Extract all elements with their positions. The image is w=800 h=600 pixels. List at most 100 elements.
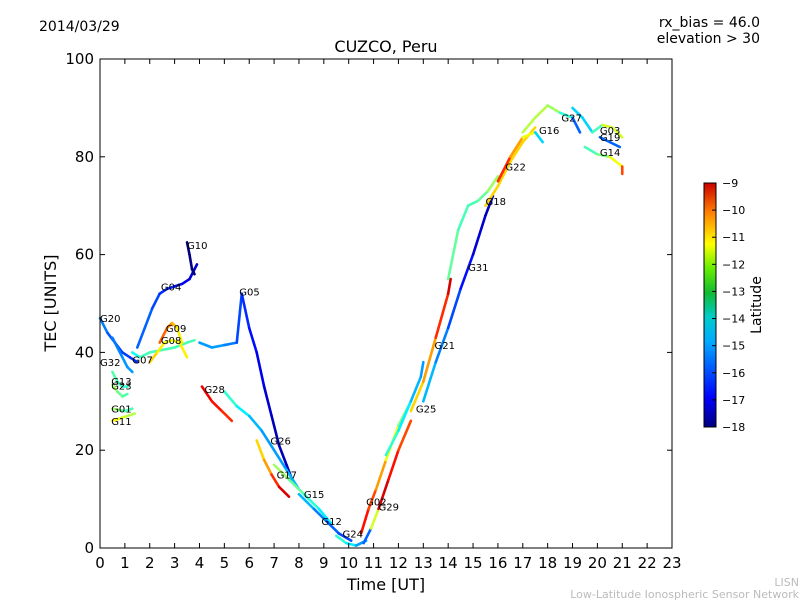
satellite-label-g02: G02 xyxy=(366,498,386,509)
series-segment-g27-0 xyxy=(521,116,537,134)
series-segment-g20-0 xyxy=(98,316,109,335)
x-tick-label: 8 xyxy=(294,554,304,572)
colorbar-tick-label: −17 xyxy=(722,394,745,407)
series-segment-g05-7 xyxy=(262,385,273,418)
footer-line2: Low-Latitude Ionospheric Sensor Network xyxy=(570,588,799,600)
satellite-label-g17: G17 xyxy=(277,471,297,482)
footer-line1: LISN xyxy=(774,576,799,589)
series-segment-g31-3 xyxy=(459,253,475,291)
series-segment-g14-1 xyxy=(596,153,612,159)
colorbar-tick-label: −18 xyxy=(722,421,745,434)
series-segment-g18-3 xyxy=(476,189,490,203)
x-tick-label: 0 xyxy=(95,554,105,572)
series-segment-g24-1 xyxy=(344,541,358,547)
y-tick-label: 80 xyxy=(75,148,94,166)
series-segment-g18-2 xyxy=(466,199,480,207)
satellite-label-g22: G22 xyxy=(505,163,525,174)
series-segment-g26-2 xyxy=(247,414,263,432)
series-segment-g27-3 xyxy=(558,111,574,119)
x-tick-label: 4 xyxy=(195,554,205,572)
x-axis-label: Time [UT] xyxy=(346,575,425,594)
series-segment-g26-0 xyxy=(223,390,239,408)
series-segment-g29-3 xyxy=(387,448,400,481)
series-segment-g03-4 xyxy=(611,126,624,139)
series-segment-g07-5 xyxy=(185,338,196,344)
satellite-label-g31: G31 xyxy=(468,263,488,274)
satellite-label-g32: G32 xyxy=(100,358,120,369)
series-segment-g21-3 xyxy=(446,277,452,296)
y-tick-label: 20 xyxy=(75,441,94,459)
series-segment-g27-4 xyxy=(571,116,582,134)
x-tick-label: 9 xyxy=(319,554,329,572)
satellite-label-g10: G10 xyxy=(187,241,207,252)
x-tick-label: 6 xyxy=(244,554,254,572)
colorbar-tick-label: −10 xyxy=(722,204,745,217)
y-tick-label: 0 xyxy=(84,539,94,557)
series-segment-g17-1 xyxy=(262,458,273,476)
x-tick-label: 12 xyxy=(389,554,408,572)
series-segment-g05-0 xyxy=(198,341,214,349)
satellite-label-g24: G24 xyxy=(342,529,362,540)
series-segment-g20-3 xyxy=(121,351,132,359)
satellite-label-g21: G21 xyxy=(434,341,454,352)
series-segment-g05-2 xyxy=(223,341,239,347)
series-segment-g29-0 xyxy=(362,527,373,545)
x-tick-label: 14 xyxy=(439,554,458,572)
rx-bias-label: rx_bias = 46.0 xyxy=(659,15,760,31)
series-segment-g25-1 xyxy=(397,399,413,432)
series-segment-g18-0 xyxy=(446,228,460,281)
series-segment-g24-0 xyxy=(334,534,348,545)
series-segment-g31-1 xyxy=(434,326,450,364)
satellite-label-g26: G26 xyxy=(270,436,290,447)
series-segment-g25-0 xyxy=(384,429,400,457)
series-segment-g15-1 xyxy=(287,478,306,496)
series-segment-g08-0 xyxy=(148,351,159,364)
x-tick-label: 17 xyxy=(513,554,532,572)
colorbar xyxy=(703,182,717,428)
series-segment-g03-1 xyxy=(581,116,594,134)
x-tick-label: 20 xyxy=(588,554,607,572)
satellite-label-g20: G20 xyxy=(100,314,120,325)
y-tick-label: 60 xyxy=(75,246,94,264)
series-segment-g12-1 xyxy=(312,507,328,523)
series-segment-g10-1 xyxy=(188,253,194,271)
series-segment-g17-3 xyxy=(277,485,291,498)
x-tick-label: 10 xyxy=(339,554,358,572)
y-tick-label: 100 xyxy=(65,50,94,68)
series-segment-g04-1 xyxy=(143,307,154,330)
series-segment-g05-6 xyxy=(255,351,266,388)
series-segment-g32-0 xyxy=(111,336,119,349)
series-segment-g05-3 xyxy=(235,292,244,344)
series-segment-g05-5 xyxy=(247,326,258,354)
series-segment-g26-4 xyxy=(272,448,288,472)
series-segment-g27-1 xyxy=(533,104,549,119)
data-marks xyxy=(98,104,624,547)
series-segment-g05-9 xyxy=(277,444,288,467)
series-segment-g08-3 xyxy=(170,338,181,344)
series-segment-g27-2 xyxy=(546,104,562,115)
series-segment-g02-2 xyxy=(374,458,388,491)
series-segment-g09-0 xyxy=(158,326,169,344)
series-segment-g19-1 xyxy=(608,140,622,149)
satellite-label-g27: G27 xyxy=(561,114,581,125)
series-segment-g18-1 xyxy=(456,204,470,232)
satellite-label-g05: G05 xyxy=(239,287,259,298)
series-segment-g05-8 xyxy=(270,414,281,447)
series-segment-g32-3 xyxy=(126,365,134,374)
colorbar-tick-label: −11 xyxy=(722,231,745,244)
series-segment-g17-0 xyxy=(255,439,266,462)
colorbar-tick-label: −12 xyxy=(722,258,745,271)
x-tick-label: 13 xyxy=(414,554,433,572)
x-tick-label: 23 xyxy=(662,554,681,572)
series-segment-g15-0 xyxy=(272,463,291,481)
satellite-label-g25: G25 xyxy=(416,405,436,416)
series-segment-g11-1 xyxy=(118,414,129,420)
chart-title: CUZCO, Peru xyxy=(334,37,437,56)
series-segment-g15-2 xyxy=(302,492,321,511)
x-tick-label: 19 xyxy=(563,554,582,572)
series-segment-g04-6 xyxy=(180,277,191,286)
series-segment-g29-4 xyxy=(397,419,413,452)
series-segment-g04-2 xyxy=(150,292,161,310)
